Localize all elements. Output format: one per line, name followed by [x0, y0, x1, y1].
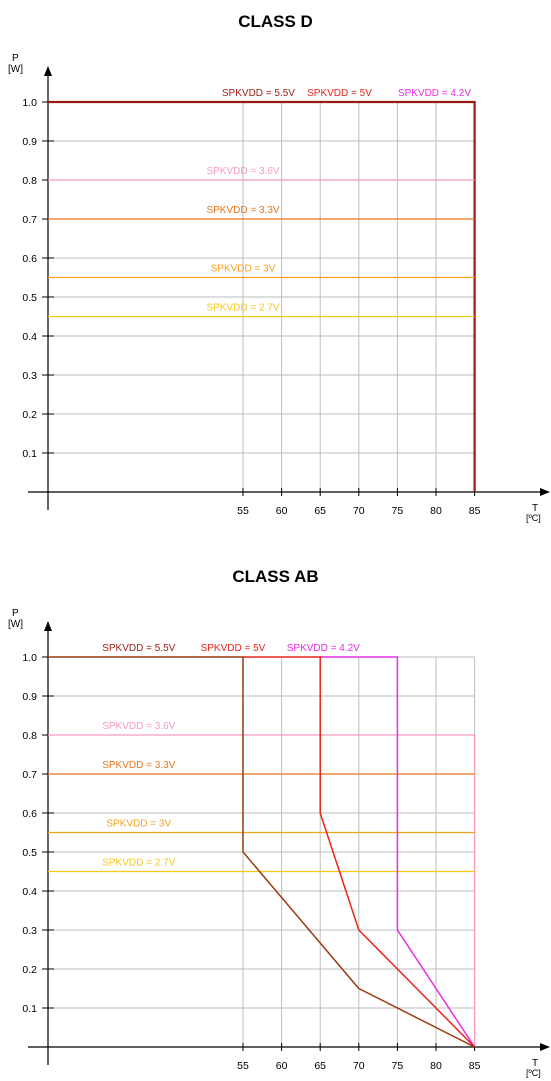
x-axis-label: T: [532, 503, 538, 514]
series-line: [48, 734, 476, 1047]
x-axis-unit: [ºC]: [526, 1068, 541, 1078]
class-ab-chart: P[W] T[ºC] 55 60 65 70 75 80 85 0.1 0.2 0.3 0.4 0.5 0.…: [8, 608, 550, 1078]
y-tick-label: 0.1: [22, 1003, 37, 1015]
y-tick-label: 1.0: [22, 97, 37, 109]
series-line: [48, 656, 475, 1048]
x-tick-label: 85: [469, 1060, 481, 1072]
series-line: [48, 100, 476, 492]
x-tick-label: 75: [392, 505, 404, 517]
y-axis-arrow: [44, 621, 52, 631]
y-tick-label: 0.8: [22, 175, 37, 187]
y-tick-label: 0.5: [22, 292, 37, 304]
series-label: SPKVDD = 2.7V: [206, 303, 279, 314]
y-tick-label: 0.7: [22, 769, 37, 781]
series-label: SPKVDD = 3.6V: [102, 721, 175, 732]
y-axis-arrow: [44, 66, 52, 76]
chart-title-class-d: CLASS D: [238, 12, 313, 31]
x-tick-label: 80: [430, 505, 442, 517]
series-label: SPKVDD = 4.2V: [398, 88, 471, 99]
y-tick-label: 0.2: [22, 964, 37, 976]
y-tick-label: 0.1: [22, 448, 37, 460]
series-label: SPKVDD = 4.2V: [287, 643, 360, 654]
y-tick-label: 0.7: [22, 214, 37, 226]
y-axis-unit: [W]: [8, 619, 23, 630]
x-axis-arrow: [540, 1043, 550, 1051]
x-tick-label: 55: [237, 505, 249, 517]
series-label: SPKVDD = 5V: [307, 88, 372, 99]
x-axis-unit: [ºC]: [526, 513, 541, 523]
y-tick-label: 1.0: [22, 652, 37, 664]
y-tick-label: 0.4: [22, 331, 37, 343]
x-tick-label: 70: [353, 1060, 365, 1072]
series-label: SPKVDD = 3.6V: [206, 166, 279, 177]
series-label: SPKVDD = 3.3V: [102, 760, 175, 771]
series-label: SPKVDD = 3.3V: [206, 205, 279, 216]
y-tick-label: 0.6: [22, 808, 37, 820]
y-tick-label: 0.5: [22, 847, 37, 859]
series-line: [243, 656, 476, 1048]
x-tick-label: 65: [314, 1060, 326, 1072]
class-d-chart-panel: CLASS D P [W] T [ºC] 55 60 65 70 75 80 85 0.1 0.2 0.3…: [0, 12, 551, 532]
x-tick-label: 65: [314, 505, 326, 517]
x-axis-label: T: [532, 1058, 538, 1069]
x-axis-arrow: [540, 488, 550, 496]
series-line: [320, 656, 476, 1048]
y-tick-label: 0.4: [22, 886, 37, 898]
series-label: SPKVDD = 5.5V: [222, 88, 295, 99]
series-label: SPKVDD = 2.7V: [102, 858, 175, 869]
x-tick-label: 80: [430, 1060, 442, 1072]
y-tick-label: 0.9: [22, 136, 37, 148]
y-tick-label: 0.6: [22, 253, 37, 265]
class-ab-chart-panel: CLASS AB P [W] T [ºC] 55 60 65 70 75 80 85 0.1 0.2 0.…: [0, 567, 551, 1081]
x-tick-label: 75: [392, 1060, 404, 1072]
y-tick-label: 0.3: [22, 370, 37, 382]
y-axis-label: P: [12, 53, 19, 64]
y-tick-label: 0.3: [22, 925, 37, 937]
series-label: SPKVDD = 5V: [201, 643, 266, 654]
x-tick-label: 60: [276, 1060, 288, 1072]
y-tick-label: 0.8: [22, 730, 37, 742]
series-label: SPKVDD = 3V: [211, 264, 276, 275]
y-axis-unit: [W]: [8, 64, 23, 75]
x-tick-label: 70: [353, 505, 365, 517]
x-tick-label: 60: [276, 505, 288, 517]
series-label: SPKVDD = 3V: [106, 819, 171, 830]
x-tick-label: 85: [469, 505, 481, 517]
x-tick-label: 55: [237, 1060, 249, 1072]
y-tick-label: 0.2: [22, 409, 37, 421]
chart-title-class-ab: CLASS AB: [232, 567, 319, 586]
y-axis-label: P: [12, 608, 19, 619]
series-label: SPKVDD = 5.5V: [102, 643, 175, 654]
y-tick-label: 0.9: [22, 691, 37, 703]
class-d-chart: P[W] T[ºC] 55 60 65 70 75 80 85 0.1 0.2 0.3 0.4 0.5 0.…: [8, 53, 550, 523]
